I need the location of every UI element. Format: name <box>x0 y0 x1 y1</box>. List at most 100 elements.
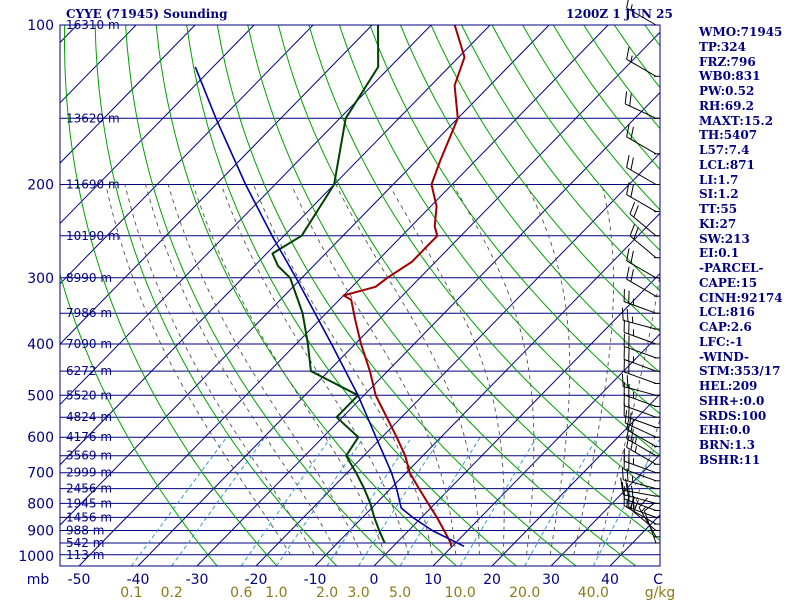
stat-item: LCL:871 <box>699 157 755 172</box>
stat-item: LFC:-1 <box>699 334 744 349</box>
barb-feather <box>621 467 624 480</box>
barb-feather <box>630 184 634 198</box>
barb-half-feather <box>641 506 647 513</box>
barb-shaft <box>623 331 657 345</box>
wind-barb <box>626 248 657 279</box>
height-label: 1456 m <box>66 510 112 524</box>
wind-barbs <box>620 0 660 544</box>
barb-feather <box>626 0 629 9</box>
wind-barb <box>623 319 657 345</box>
barb-shaft <box>626 260 657 279</box>
stat-item: EHI:0.0 <box>699 423 751 438</box>
dry-adiabat <box>94 25 338 566</box>
temperature-tick-label: 20 <box>483 572 501 588</box>
dry-adiabat <box>461 25 660 292</box>
wind-barb <box>626 46 657 77</box>
dry-adiabat <box>277 25 660 541</box>
isotherm-line <box>60 25 314 285</box>
height-label: 10190 m <box>66 229 120 243</box>
isotherm-line <box>432 333 660 566</box>
barb-shaft <box>623 371 657 384</box>
isotherm-line <box>60 25 432 406</box>
temperature-line <box>342 25 466 547</box>
barb-feather <box>626 124 630 137</box>
moist-adiabat <box>192 184 386 555</box>
wind-barb <box>621 307 657 330</box>
stat-item: KI:27 <box>699 216 737 231</box>
wind-barb <box>623 346 657 372</box>
barb-half-feather <box>630 4 633 11</box>
isotherm-line <box>137 31 660 566</box>
height-label: 16310 m <box>66 18 120 32</box>
sounding-date: 1200Z 1 JUN 25 <box>566 7 673 21</box>
barb-feather <box>630 497 634 510</box>
barb-feather <box>626 46 630 60</box>
barb-shaft <box>626 136 657 155</box>
height-label: 4176 m <box>66 430 112 444</box>
barb-shaft <box>623 505 657 518</box>
moist-adiabat <box>573 184 615 555</box>
wind-barb <box>629 202 657 237</box>
isotherm-line <box>60 25 196 164</box>
wind-barb <box>623 486 657 511</box>
sounding-profiles <box>194 25 466 548</box>
mixing-ratio-tick-label: 0.2 <box>161 585 183 600</box>
stat-item: SHR+:0.0 <box>699 393 765 408</box>
barb-feather <box>626 182 630 195</box>
barb-feather <box>629 223 636 237</box>
stat-item: TT:55 <box>699 202 738 216</box>
barb-shaft <box>623 319 657 330</box>
isotherm-line <box>0 25 18 566</box>
pressure-tick-label: 200 <box>27 178 54 194</box>
barb-half-feather <box>634 437 637 444</box>
height-label: 7090 m <box>66 337 112 351</box>
wind-barb <box>623 382 657 407</box>
dry-adiabat <box>308 25 660 499</box>
stat-item: BSHR:11 <box>699 452 761 467</box>
isotherm-line <box>60 25 373 345</box>
temperature-tick-label: 40 <box>601 572 619 588</box>
temperature-tick-label: -40 <box>127 572 150 588</box>
isotherm-line <box>60 25 491 466</box>
dry-adiabat <box>491 25 660 252</box>
dry-adiabat <box>60 272 218 566</box>
moist-adiabat <box>124 184 315 556</box>
isotherm-line <box>255 152 660 566</box>
dry-adiabat <box>125 25 397 566</box>
barb-feather <box>633 205 639 218</box>
dry-adiabat <box>400 25 660 374</box>
barb-feather <box>621 307 624 321</box>
dry-adiabat <box>338 25 660 457</box>
wind-barb <box>626 426 657 457</box>
pressure-tick-label: 100 <box>27 18 54 34</box>
height-label: 6272 m <box>66 364 112 378</box>
barb-shaft <box>623 405 657 418</box>
barb-feather <box>630 157 634 171</box>
pressure-tick-label: 400 <box>27 337 54 353</box>
isotherm-line <box>491 393 660 566</box>
moist-adiabat <box>526 184 571 555</box>
barb-feather <box>629 202 636 215</box>
barb-feather <box>626 434 630 448</box>
barb-shaft <box>629 235 657 259</box>
stat-item: -WIND- <box>699 349 749 364</box>
pressure-tick-label: 1000 <box>18 549 54 565</box>
wind-barb <box>624 91 657 119</box>
mixing-ratio-tick-label: 3.0 <box>347 585 369 600</box>
height-label: 1945 m <box>66 496 112 510</box>
barb-feather <box>626 308 629 322</box>
barb-feather <box>624 91 628 104</box>
wind-barb <box>626 182 657 213</box>
mixing-ratio-line <box>459 436 538 566</box>
moist-adiabat <box>335 184 480 555</box>
barb-shaft <box>624 103 657 119</box>
barb-shaft <box>626 167 657 185</box>
height-label: 7986 m <box>66 306 112 320</box>
stat-item: LI:1.7 <box>699 172 739 187</box>
moist-adiabat <box>452 184 535 555</box>
height-label: 988 m <box>66 524 104 538</box>
temperature-tick-label: -50 <box>68 572 91 588</box>
temperature-tick-label: 0 <box>370 572 379 588</box>
wind-barb <box>623 359 657 384</box>
